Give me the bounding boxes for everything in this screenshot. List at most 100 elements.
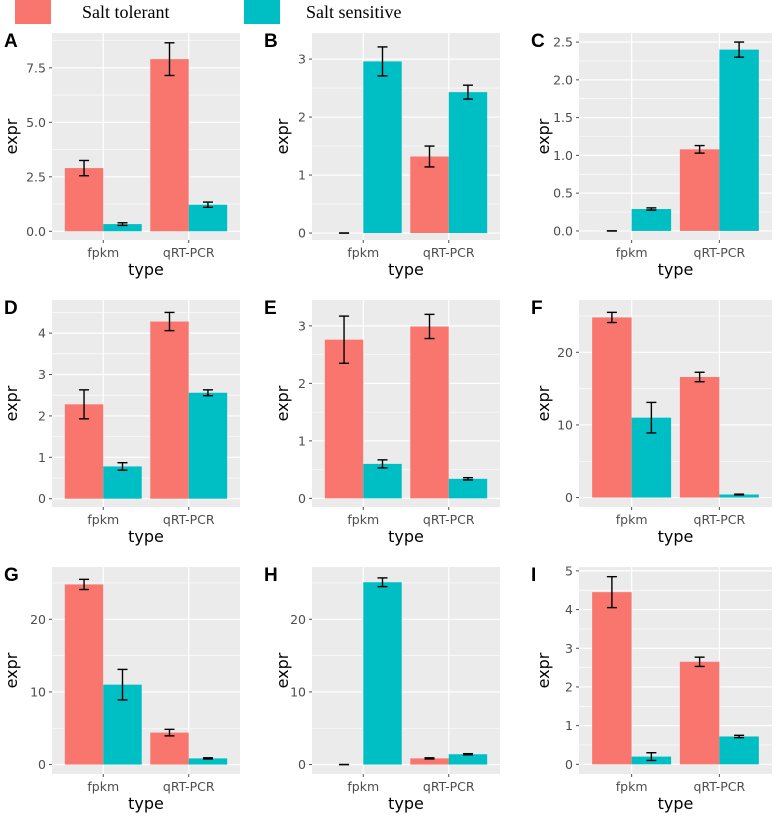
y-axis-title: expr <box>2 652 21 688</box>
y-axis-title: expr <box>273 652 292 688</box>
bar-salt-tolerant-fpkm <box>64 404 104 499</box>
panel-label-f: F <box>531 298 543 319</box>
y-tick-label: 3 <box>565 641 573 656</box>
y-axis-title: expr <box>2 118 21 154</box>
legend-swatch-salt-sensitive <box>244 0 280 24</box>
y-tick-label: 4 <box>38 326 46 341</box>
y-axis-title: expr <box>534 118 553 154</box>
legend-label-salt-tolerant: Salt tolerant <box>82 2 169 22</box>
y-tick-label: 1.5 <box>553 110 573 125</box>
bar-salt-sensitive-qrt-pcr <box>719 736 759 765</box>
x-axis-title: type <box>388 260 424 279</box>
y-tick-label: 10 <box>30 684 46 699</box>
y-tick-label: 1.0 <box>553 148 573 163</box>
y-tick-label: 0 <box>298 491 306 506</box>
bar-salt-sensitive-fpkm <box>363 463 402 499</box>
bar-salt-tolerant-qrt-pcr <box>410 326 449 499</box>
plot-background <box>312 567 500 774</box>
bar-salt-tolerant-qrt-pcr <box>150 732 189 765</box>
error-bar <box>694 371 705 383</box>
x-axis-title: type <box>658 260 694 279</box>
y-tick-label: 3 <box>38 367 46 382</box>
bar-salt-sensitive-qrt-pcr <box>719 494 759 498</box>
error-bar <box>117 462 128 471</box>
x-axis-title: type <box>658 527 694 546</box>
x-tick-label: qRT-PCR <box>423 512 475 527</box>
y-axis-title: expr <box>2 385 21 421</box>
x-tick-label: qRT-PCR <box>163 245 215 260</box>
y-tick-label: 0.5 <box>553 186 573 201</box>
panel-label-c: C <box>531 31 545 52</box>
panel-label-h: H <box>264 565 278 586</box>
y-tick-label: 7.5 <box>26 60 46 75</box>
y-tick-label: 1 <box>565 718 573 733</box>
y-tick-label: 0 <box>298 226 306 241</box>
y-tick-label: 2 <box>38 408 46 423</box>
x-tick-label: qRT-PCR <box>163 779 215 794</box>
bar-salt-sensitive-qrt-pcr <box>448 754 488 765</box>
y-tick-label: 1 <box>298 168 306 183</box>
x-axis-title: type <box>388 527 424 546</box>
y-tick-label: 5.0 <box>26 115 46 130</box>
y-tick-label: 2.5 <box>553 35 573 50</box>
x-tick-label: qRT-PCR <box>163 512 215 527</box>
error-bar <box>424 145 435 168</box>
error-bar <box>79 389 90 420</box>
bar-salt-tolerant-qrt-pcr <box>679 149 720 231</box>
error-bar <box>424 757 435 760</box>
y-tick-label: 0 <box>565 757 573 772</box>
y-axis-title: expr <box>534 652 553 688</box>
error-bar <box>117 222 128 227</box>
x-tick-label: fpkm <box>347 779 379 794</box>
bar-salt-tolerant-fpkm <box>64 584 104 765</box>
panel-label-b: B <box>264 31 278 52</box>
error-bar <box>377 459 388 469</box>
x-tick-label: qRT-PCR <box>423 245 475 260</box>
error-bar <box>164 42 175 77</box>
error-bar <box>164 311 175 332</box>
y-tick-label: 1 <box>38 450 46 465</box>
error-bar <box>462 476 473 481</box>
error-bar <box>694 144 705 154</box>
error-bar <box>462 752 473 756</box>
bar-salt-sensitive-qrt-pcr <box>448 92 488 234</box>
y-tick-label: 10 <box>290 684 306 699</box>
x-tick-label: fpkm <box>616 779 648 794</box>
y-tick-label: 20 <box>290 612 306 627</box>
bar-salt-tolerant-fpkm <box>64 168 104 232</box>
bar-salt-sensitive-fpkm <box>103 224 142 232</box>
bar-salt-sensitive-qrt-pcr <box>188 758 228 765</box>
y-tick-label: 1 <box>298 433 306 448</box>
bar-salt-tolerant-qrt-pcr <box>150 59 189 232</box>
panel-label-a: A <box>4 31 18 52</box>
y-tick-label: 5 <box>565 563 573 578</box>
y-tick-label: 2.5 <box>26 169 46 184</box>
bar-salt-tolerant-fpkm <box>592 317 632 498</box>
x-tick-label: fpkm <box>87 512 119 527</box>
error-bar <box>606 575 617 609</box>
x-tick-label: fpkm <box>616 245 648 260</box>
x-axis-title: type <box>128 260 164 279</box>
x-tick-label: fpkm <box>347 245 379 260</box>
y-tick-label: 10 <box>557 417 573 432</box>
bar-salt-tolerant-qrt-pcr <box>679 376 720 498</box>
x-tick-label: fpkm <box>87 245 119 260</box>
error-bar <box>694 656 705 668</box>
y-tick-label: 2.0 <box>553 72 573 87</box>
bar-salt-sensitive-qrt-pcr <box>448 478 488 499</box>
y-tick-label: 20 <box>30 612 46 627</box>
x-axis-title: type <box>128 794 164 813</box>
bar-salt-tolerant-qrt-pcr <box>410 758 449 765</box>
error-bar <box>734 734 745 739</box>
x-axis-title: type <box>128 527 164 546</box>
error-bar <box>646 401 657 434</box>
bar-salt-sensitive-qrt-pcr <box>188 204 228 232</box>
y-tick-label: 20 <box>557 345 573 360</box>
error-bar <box>202 757 213 760</box>
bar-salt-tolerant-fpkm <box>592 592 632 765</box>
